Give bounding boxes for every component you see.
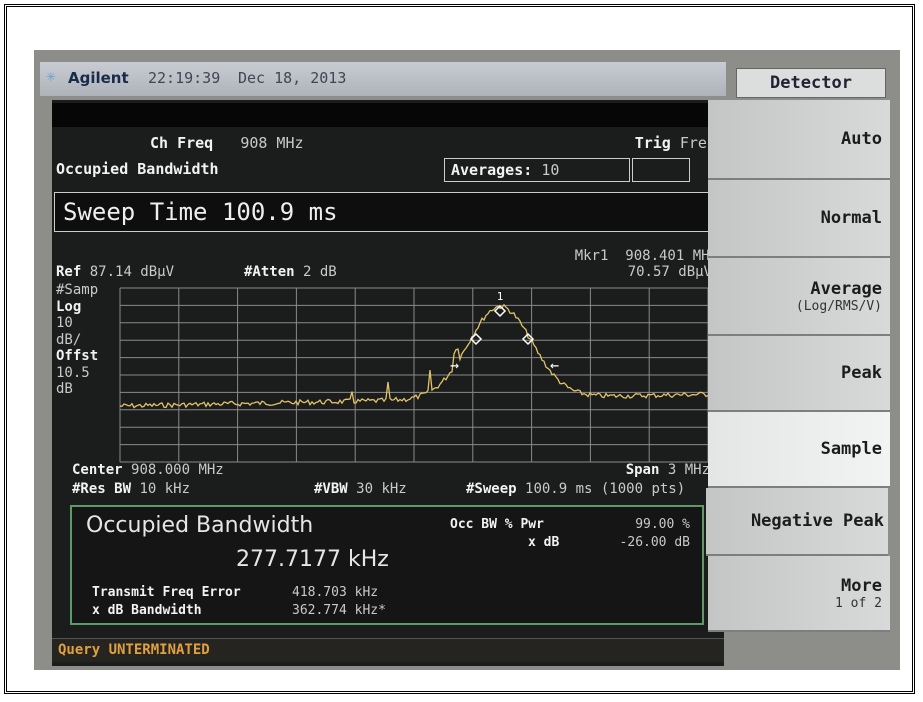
value: 30 kHz	[356, 481, 407, 497]
softkey-label: Auto	[708, 129, 882, 149]
tfe-value: 418.703 kHz	[292, 585, 378, 600]
softkey-label: Peak	[708, 363, 882, 383]
value: 3 MHz	[668, 462, 710, 478]
value: 100.9 ms (1000 pts)	[525, 481, 685, 497]
softkey-label: Sample	[708, 439, 882, 459]
graticule	[120, 288, 708, 462]
vbw: #VBW 30 kHz	[314, 481, 407, 497]
arrow-right: →	[450, 356, 459, 374]
markers	[471, 306, 533, 344]
xdb-value: -26.00 dB	[620, 535, 690, 550]
tfe-label: Transmit Freq Error	[92, 585, 241, 600]
trace-display: 1 → ←	[52, 100, 724, 520]
softkey[interactable]: Peak	[708, 336, 890, 412]
softkey[interactable]: Negative Peak	[706, 488, 888, 556]
value: 10 kHz	[139, 481, 190, 497]
occ-bw-value: 99.00 %	[635, 517, 690, 532]
softkey[interactable]: Sample	[708, 412, 890, 488]
label: Span	[626, 462, 660, 478]
softkey-sublabel: (Log/RMS/V)	[708, 299, 882, 314]
softkey-sublabel: 1 of 2	[708, 596, 882, 611]
softkey-label: Average	[708, 279, 882, 299]
message-bar: Query UNTERMINATED	[52, 638, 724, 662]
softkey-label: More	[708, 576, 882, 596]
xdb-bw-value: 362.774 kHz*	[292, 603, 386, 618]
arrow-left: ←	[550, 356, 559, 374]
status-bar: ✳ Agilent 22:19:39 Dec 18, 2013	[40, 62, 726, 96]
logo-icon: ✳	[46, 66, 56, 85]
label: #Res BW	[72, 481, 131, 497]
xdb-label: x dB	[528, 535, 559, 550]
softkey-label: Normal	[708, 208, 882, 228]
label: #VBW	[314, 481, 348, 497]
marker-number: 1	[497, 290, 504, 303]
softkey[interactable]: Normal	[708, 180, 890, 258]
screen: Ch Freq 908 MHz Trig Free Occupied Bandw…	[52, 100, 724, 666]
results-title: Occupied Bandwidth	[86, 513, 313, 538]
menu-title: Detector	[736, 68, 886, 98]
softkey[interactable]: Average(Log/RMS/V)	[708, 258, 890, 336]
res-bw: #Res BW 10 kHz	[72, 481, 190, 497]
sweep: #Sweep 100.9 ms (1000 pts)	[466, 481, 685, 497]
time: 22:19:39	[148, 69, 220, 87]
softkey[interactable]: Auto	[708, 100, 890, 180]
results-panel: Occupied Bandwidth 277.7177 kHz Occ BW %…	[70, 505, 704, 625]
label: Center	[72, 462, 123, 478]
softkey-label: Negative Peak	[706, 511, 884, 531]
center-freq: Center 908.000 MHz	[72, 462, 224, 478]
xdb-bw-label: x dB Bandwidth	[92, 603, 202, 618]
date: Dec 18, 2013	[238, 69, 346, 87]
value: 908.000 MHz	[131, 462, 224, 478]
brand: Agilent	[68, 69, 129, 87]
span: Span 3 MHz	[626, 462, 710, 478]
results-value: 277.7177 kHz	[236, 547, 389, 572]
label: #Sweep	[466, 481, 517, 497]
occ-bw-label: Occ BW % Pwr	[450, 517, 544, 532]
